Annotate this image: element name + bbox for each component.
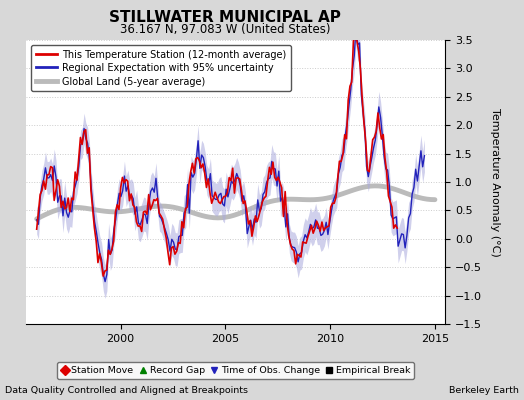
Text: STILLWATER MUNICIPAL AP: STILLWATER MUNICIPAL AP: [110, 10, 341, 25]
Text: Berkeley Earth: Berkeley Earth: [449, 386, 519, 395]
Legend: Station Move, Record Gap, Time of Obs. Change, Empirical Break: Station Move, Record Gap, Time of Obs. C…: [57, 362, 414, 379]
Text: 36.167 N, 97.083 W (United States): 36.167 N, 97.083 W (United States): [120, 23, 331, 36]
Y-axis label: Temperature Anomaly (°C): Temperature Anomaly (°C): [490, 108, 500, 256]
Text: Data Quality Controlled and Aligned at Breakpoints: Data Quality Controlled and Aligned at B…: [5, 386, 248, 395]
